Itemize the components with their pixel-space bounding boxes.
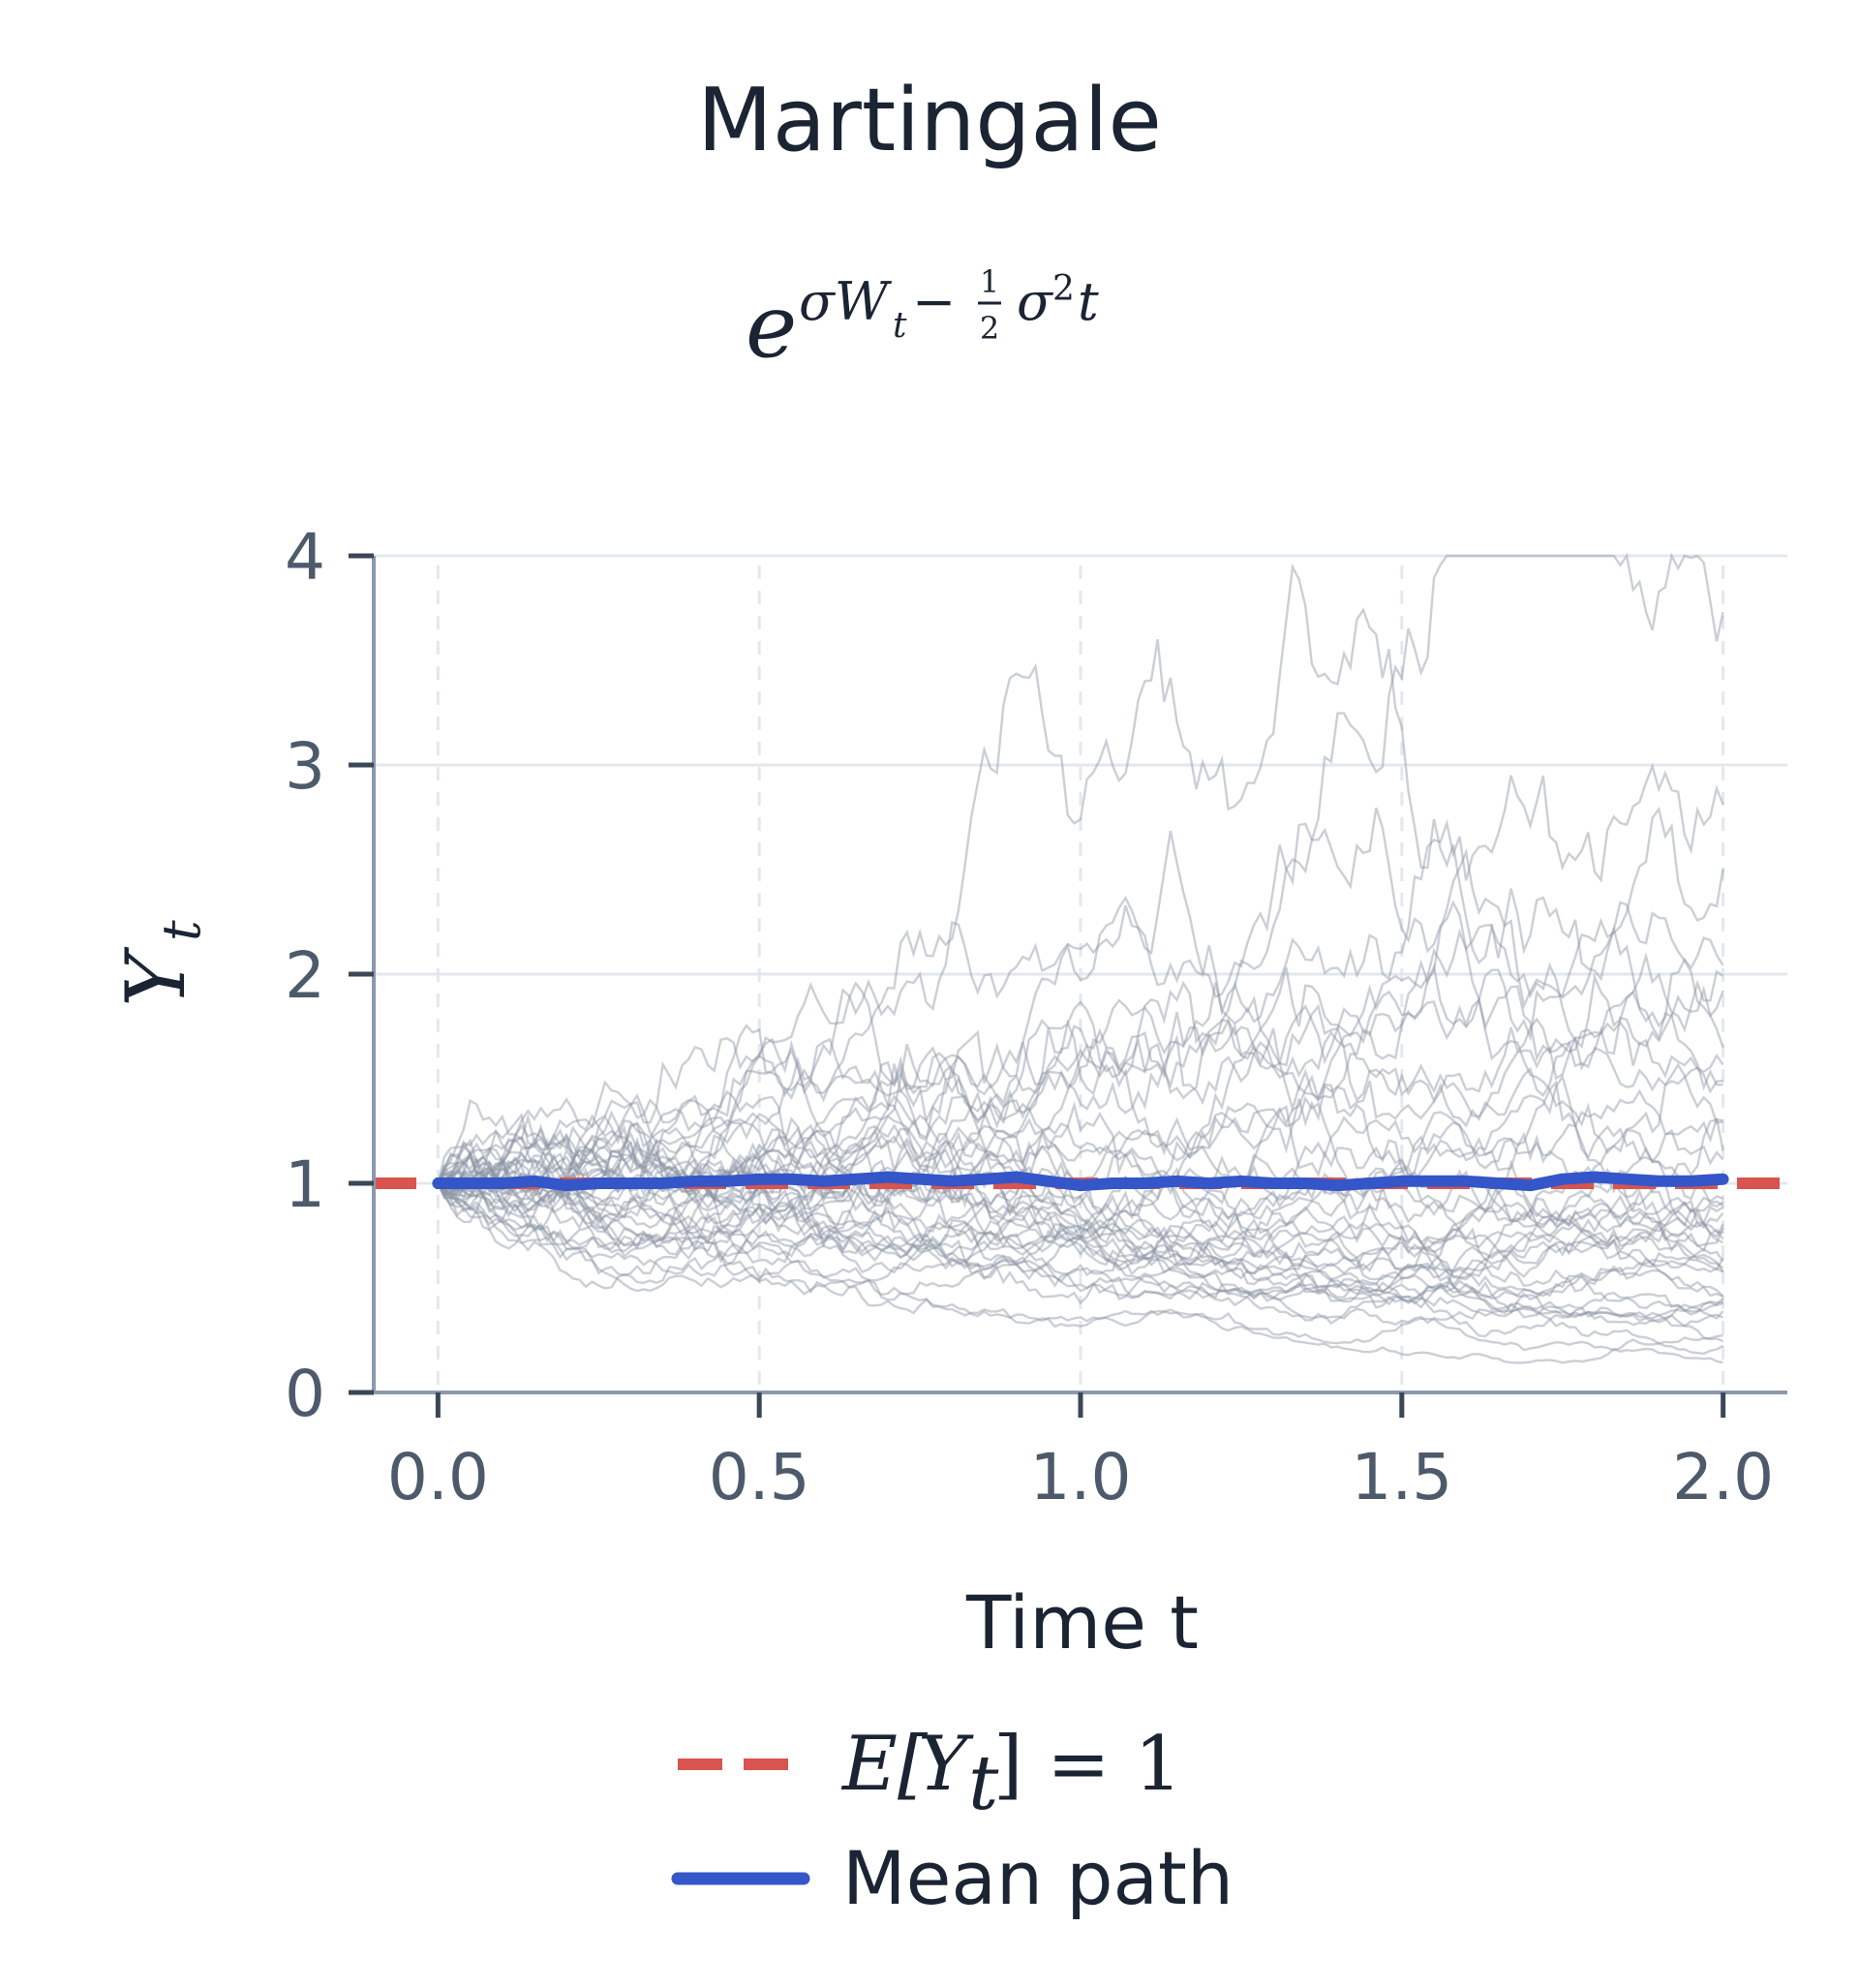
x-tick-label: 0.0 [387, 1440, 489, 1514]
formula-frac-num: 1 [980, 263, 999, 300]
y-axis-label-main: Y [108, 946, 203, 1007]
sim-path [437, 1030, 1723, 1249]
x-tick-label: 1.0 [1030, 1440, 1132, 1514]
y-tick-label: 1 [285, 1147, 325, 1222]
sim-path [437, 1100, 1724, 1248]
y-tick-label: 2 [285, 938, 325, 1013]
sim-path [437, 1055, 1724, 1232]
sim-path [437, 966, 1724, 1250]
legend-label-expectation-main: Y [918, 1721, 974, 1808]
sim-path [437, 980, 1724, 1222]
sim-path [438, 1136, 1724, 1302]
simulated-paths [437, 552, 1724, 1364]
sim-path [437, 1182, 1724, 1300]
sim-path [437, 847, 1724, 1207]
legend: E[ Y t ] = 1 Mean path [671, 1721, 1234, 1921]
sim-path [437, 806, 1724, 1201]
y-tick-label: 4 [285, 520, 325, 595]
mean-path-line [432, 1171, 1729, 1192]
sim-path [437, 762, 1724, 1213]
sim-path [437, 1143, 1724, 1281]
x-tick-label: 0.5 [709, 1440, 810, 1514]
sim-path [437, 1181, 1724, 1325]
sim-path [437, 1172, 1724, 1320]
x-tick-label: 2.0 [1672, 1440, 1774, 1514]
sim-path [437, 1128, 1723, 1288]
formula-frac-den: 2 [980, 310, 999, 347]
formula-minus: − [912, 271, 956, 332]
sim-path [437, 1112, 1724, 1237]
sim-path [437, 1176, 1724, 1343]
sim-path [437, 1074, 1724, 1232]
x-axis-label: Time t [965, 1579, 1199, 1666]
sim-path [438, 1153, 1723, 1352]
sim-path [437, 1182, 1724, 1297]
y-axis-label: Y t [108, 920, 212, 1007]
sim-path [438, 1174, 1723, 1327]
sim-path [437, 1171, 1724, 1287]
chart-title: Martingale [697, 70, 1162, 171]
y-tick-label: 0 [285, 1357, 325, 1431]
legend-item-expectation: E[ Y t ] = 1 [678, 1721, 1182, 1827]
legend-label-expectation-sub: t [968, 1740, 999, 1827]
sim-path [438, 1143, 1724, 1356]
sim-path [437, 552, 1724, 1184]
legend-label-expectation-pre: E[ [840, 1721, 929, 1808]
sim-path [437, 1152, 1724, 1271]
formula-exponent-left: σW [799, 271, 893, 332]
chart-subtitle-formula: e σW t − 1 2 σ 2 t [746, 263, 1099, 378]
sim-path [437, 980, 1723, 1250]
formula-exponent-right: σ [1017, 271, 1054, 332]
formula-exponent-right-sup: 2 [1052, 269, 1075, 309]
sim-path [437, 1121, 1724, 1269]
legend-item-mean: Mean path [671, 1835, 1234, 1921]
sim-path [437, 928, 1724, 1213]
formula-base: e [746, 276, 797, 378]
y-axis-label-sub: t [151, 920, 212, 941]
legend-label-expectation-post: ] = 1 [993, 1721, 1182, 1808]
formula-exponent-right-tail: t [1078, 271, 1099, 332]
sim-path [437, 563, 1724, 1202]
x-tick-label: 1.5 [1351, 1440, 1452, 1514]
tick-labels: 0 1 2 3 4 0.0 0.5 1.0 1.5 2.0 [285, 520, 1774, 1514]
y-tick-label: 3 [285, 729, 325, 804]
sim-path [437, 1157, 1724, 1279]
sim-path [437, 807, 1724, 1185]
sim-path [437, 1136, 1724, 1293]
sim-path [437, 1182, 1723, 1364]
formula-exponent-left-sub: t [893, 306, 907, 346]
legend-label-mean: Mean path [842, 1835, 1234, 1921]
mean-path-layer [432, 1171, 1729, 1192]
